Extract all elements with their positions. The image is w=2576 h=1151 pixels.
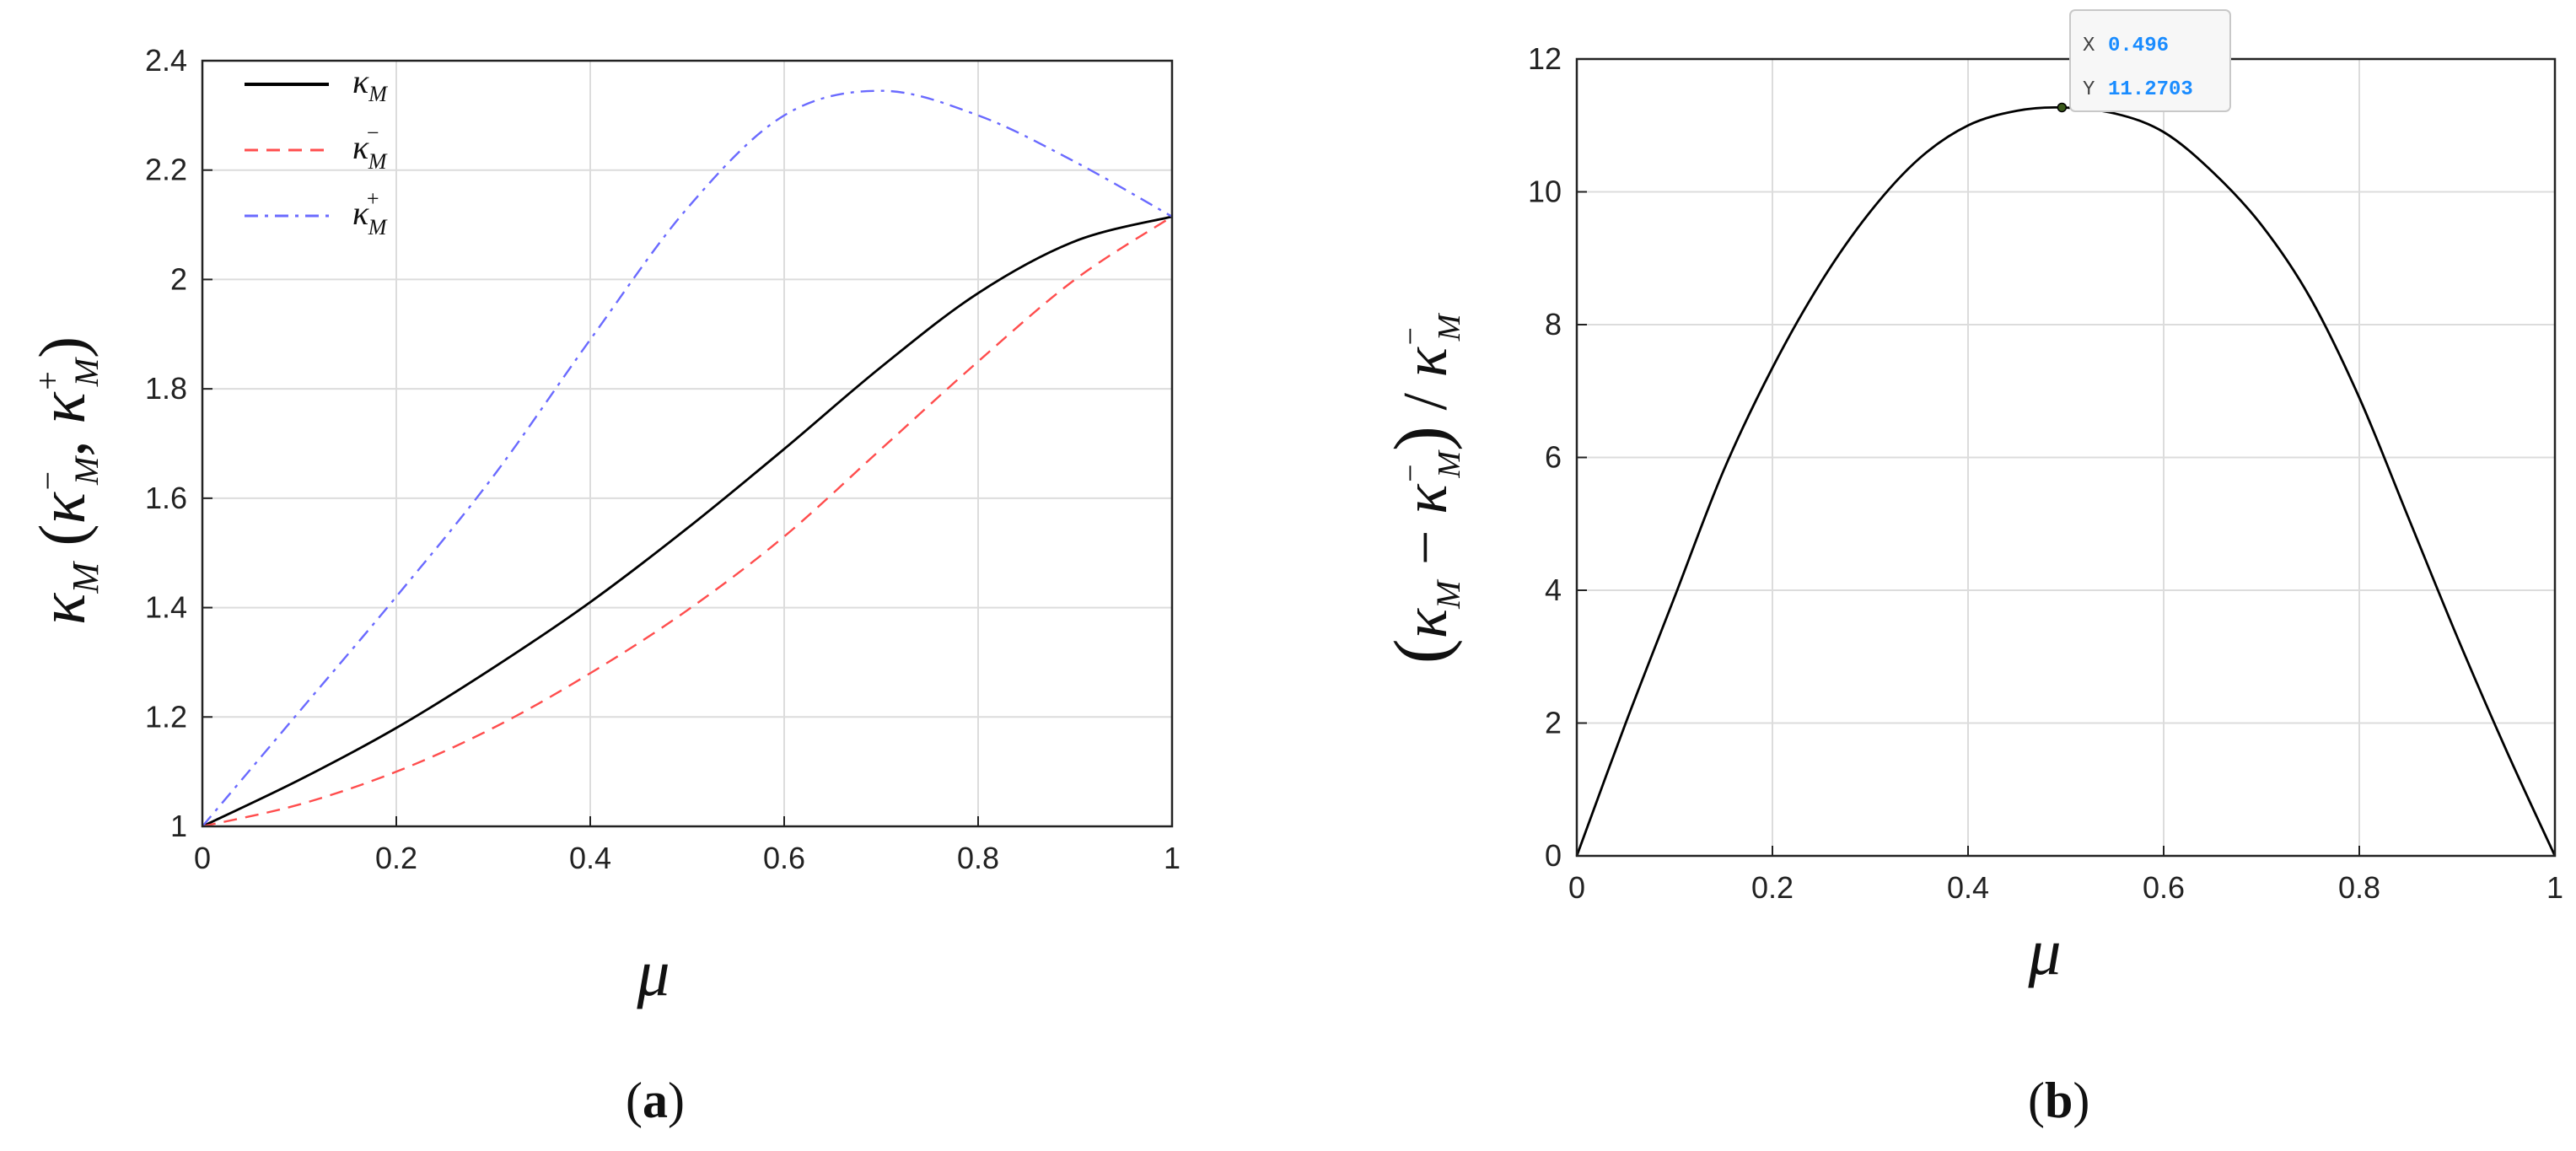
y-tick-label: 2.2: [145, 153, 187, 187]
x-tick-label: 0.8: [957, 841, 999, 875]
grid-a: [202, 60, 1173, 827]
x-tick-label: 0.2: [1751, 870, 1794, 905]
series-line-a-1: [202, 215, 1173, 828]
x-axis-label-b: μ: [2027, 915, 2061, 988]
y-axis-label-b: (κM − κ− M) / κ− M: [1379, 312, 1467, 664]
series-group-a: [202, 89, 1173, 828]
y-ticks-a: 1 1.2 1.4 1.6 1.8 2 2.2 2.4: [145, 43, 212, 843]
x-tick-label: 0.4: [569, 841, 611, 875]
x-tick-label: 0.8: [2338, 870, 2380, 905]
x-tick-label: 0.2: [375, 841, 417, 875]
x-tick-label: 0.6: [763, 841, 805, 875]
svg-text:(κM − κ−M) / κ−M: (κM − κ− M) / κ− M: [1379, 312, 1467, 664]
y-tick-label: 8: [1545, 307, 1562, 342]
datatip[interactable]: X 0.496 Y 11.2703: [2069, 9, 2231, 112]
datatip-y-label: Y: [2083, 78, 2095, 101]
y-tick-label: 1.6: [145, 481, 187, 515]
series-line-b-0: [1575, 105, 2557, 857]
datatip-marker[interactable]: [2057, 102, 2068, 113]
y-tick-label: 1.4: [145, 590, 187, 625]
y-tick-label: 6: [1545, 440, 1562, 475]
datatip-x-value: 0.496: [2108, 35, 2169, 57]
svg-text:κM (κ−M, κ+M): κM (κ−M, κ+M): [25, 336, 106, 625]
y-tick-label: 10: [1528, 175, 1562, 209]
y-ticks-b: 0 2 4 6 8 10 12: [1528, 41, 1587, 873]
x-tick-label: 0: [1568, 870, 1585, 905]
y-tick-label: 2: [170, 261, 187, 296]
x-tick-label: 0: [194, 841, 211, 875]
y-tick-label: 0: [1545, 838, 1562, 873]
axes-frame-a: [201, 59, 1174, 828]
y-tick-label: 1: [170, 809, 187, 843]
subplot-label-b: (b): [2028, 1073, 2089, 1128]
legend-label-kappa-m-minus: κ− M: [352, 121, 388, 174]
series-group-b: [1575, 102, 2557, 857]
chart-panel-a: 0 0.2 0.4 0.6 0.8 1 1 1.2 1.4 1.6 1.8 2 2.2 2.4 κM κ…: [25, 43, 1180, 1128]
datatip-y-value: 11.2703: [2108, 78, 2193, 101]
x-tick-label: 0.4: [1947, 870, 1989, 905]
y-tick-label: 1.8: [145, 371, 187, 406]
series-line-a-2: [202, 89, 1173, 827]
x-axis-label-a: μ: [636, 936, 670, 1009]
legend-label-kappa-m-plus: κ+ M: [352, 186, 388, 239]
series-line-a-0: [202, 215, 1173, 828]
y-tick-label: 4: [1545, 573, 1562, 607]
datatip-x-label: X: [2083, 35, 2095, 57]
chart-panel-b: 0 0.2 0.4 0.6 0.8 1 0 2 4 6 8 10 12 X 0.496 Y 11.27…: [1379, 9, 2563, 1128]
y-tick-label: 2.4: [145, 43, 187, 78]
grid-b: [1576, 58, 2556, 857]
y-tick-label: 12: [1528, 41, 1562, 76]
legend-a: κM κ− M κ+ M: [245, 62, 388, 239]
y-tick-label: 2: [1545, 706, 1562, 740]
x-ticks-a: 0 0.2 0.4 0.6 0.8 1: [194, 816, 1180, 875]
x-ticks-b: 0 0.2 0.4 0.6 0.8 1: [1568, 846, 2563, 905]
x-tick-label: 0.6: [2143, 870, 2185, 905]
legend-label-kappa-m: κM: [352, 62, 388, 106]
x-tick-label: 1: [2546, 870, 2563, 905]
x-tick-label: 1: [1164, 841, 1180, 875]
y-tick-label: 1.2: [145, 699, 187, 734]
subplot-label-a: (a): [626, 1073, 685, 1128]
y-axis-label-a: κM (κ−M, κ+M): [25, 336, 106, 625]
datatip-box: [2069, 9, 2231, 112]
